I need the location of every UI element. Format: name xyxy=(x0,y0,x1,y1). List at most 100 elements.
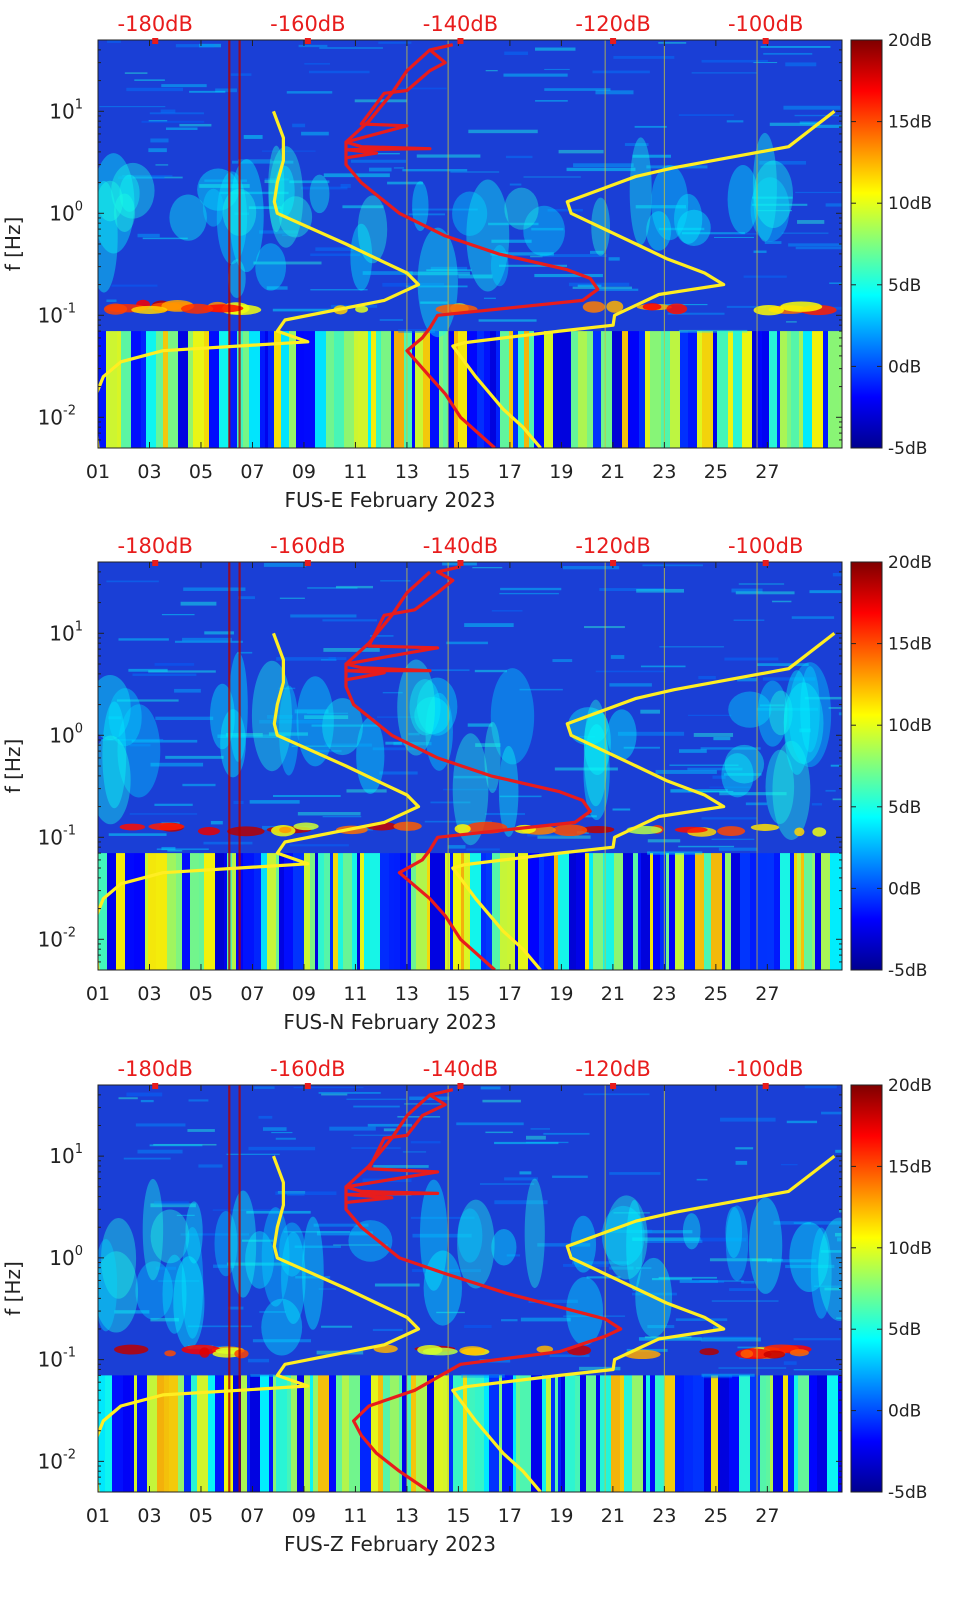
x-tick-label: 27 xyxy=(755,983,779,1005)
x-tick-label: 07 xyxy=(240,461,264,483)
top-tick-marker xyxy=(152,38,159,44)
top-db-tick-label: -120dB xyxy=(575,534,650,558)
y-tick-label: 100 xyxy=(49,1244,83,1270)
top-db-tick-label: -100dB xyxy=(728,534,803,558)
x-axis-label: FUS-E February 2023 xyxy=(285,488,496,512)
x-tick-label: 17 xyxy=(498,461,522,483)
red-psd-curve-3 xyxy=(344,570,592,970)
x-tick-label: 07 xyxy=(240,983,264,1005)
x-tick-label: 13 xyxy=(395,983,419,1005)
top-tick-marker xyxy=(457,560,464,566)
y-tick-label: 101 xyxy=(49,97,83,123)
x-axis-label: FUS-N February 2023 xyxy=(283,1010,496,1034)
x-tick-label: 25 xyxy=(704,1505,728,1527)
colorbar-tick-label: 0dB xyxy=(888,357,921,377)
colorbar-tick-label: 10dB xyxy=(888,716,932,736)
x-tick-label: 07 xyxy=(240,1505,264,1527)
top-db-tick-label: -160dB xyxy=(270,1057,345,1081)
x-tick-label: 09 xyxy=(292,1505,316,1527)
x-tick-label: 09 xyxy=(292,461,316,483)
y-tick-label: 10-1 xyxy=(38,301,76,327)
yellow-noise-model-curve-2 xyxy=(451,1154,836,1492)
x-tick-label: 01 xyxy=(86,983,110,1005)
y-tick-label: 101 xyxy=(49,1142,83,1168)
colorbar-tick-label: 10dB xyxy=(888,1239,932,1259)
colorbar-tick-label: 0dB xyxy=(888,1402,921,1422)
y-tick-label: 10-2 xyxy=(38,403,76,429)
x-tick-label: 11 xyxy=(343,461,367,483)
colorbar: -5dB 0dB 5dB 10dB 15dB 20dB xyxy=(850,31,932,459)
y-tick-label: 100 xyxy=(49,721,83,747)
x-tick-label: 19 xyxy=(549,983,573,1005)
colorbar: -5dB 0dB 5dB 10dB 15dB 20dB xyxy=(850,1076,932,1503)
x-tick-label: 03 xyxy=(137,461,161,483)
x-tick-label: 19 xyxy=(549,1505,573,1527)
top-db-tick-label: -140dB xyxy=(423,534,498,558)
x-tick-label: 05 xyxy=(189,983,213,1005)
x-tick-label: 27 xyxy=(755,1505,779,1527)
colorbar-tick-label: 15dB xyxy=(888,635,932,655)
colorbar-tick-label: -5dB xyxy=(888,1483,927,1503)
colorbar-tick-label: -5dB xyxy=(888,439,927,459)
x-tick-label: 21 xyxy=(601,461,625,483)
y-tick-label: 10-1 xyxy=(38,823,76,849)
colorbar-tick-label: 5dB xyxy=(888,798,921,818)
top-db-tick-label: -120dB xyxy=(575,1057,650,1081)
spectrogram-panel-3: 01 03 05 07 09 11 13 15 17 19 21 23 25 27 FUS-Z Februa… xyxy=(1,1057,932,1556)
colorbar-tick-label: 20dB xyxy=(888,1076,932,1096)
top-tick-marker xyxy=(457,38,464,44)
x-tick-label: 23 xyxy=(652,983,676,1005)
top-db-tick-label: -100dB xyxy=(728,1057,803,1081)
x-tick-label: 13 xyxy=(395,461,419,483)
colorbar-tick-label: 15dB xyxy=(888,113,932,133)
y-axis-label: f [Hz] xyxy=(1,1261,25,1316)
x-tick-label: 09 xyxy=(292,983,316,1005)
colorbar-tick-label: 15dB xyxy=(888,1157,932,1177)
x-tick-label: 23 xyxy=(652,461,676,483)
top-tick-marker xyxy=(304,1083,311,1089)
red-psd-curve-3 xyxy=(344,1093,623,1492)
x-tick-label: 17 xyxy=(498,1505,522,1527)
x-tick-label: 05 xyxy=(189,461,213,483)
colorbar-tick-label: -5dB xyxy=(888,961,927,981)
top-tick-marker xyxy=(762,560,769,566)
top-db-tick-label: -180dB xyxy=(118,1057,193,1081)
spectrogram-image xyxy=(98,1085,842,1492)
colorbar: -5dB 0dB 5dB 10dB 15dB 20dB xyxy=(850,553,932,981)
colorbar-tick-label: 5dB xyxy=(888,276,921,296)
red-psd-curve-4 xyxy=(344,43,454,160)
x-tick-label: 11 xyxy=(343,983,367,1005)
x-tick-label: 19 xyxy=(549,461,573,483)
top-tick-marker xyxy=(762,38,769,44)
y-tick-label: 100 xyxy=(49,199,83,225)
colorbar-tick-label: 5dB xyxy=(888,1320,921,1340)
x-tick-label: 03 xyxy=(137,1505,161,1527)
x-tick-label: 25 xyxy=(704,983,728,1005)
spectrogram-image xyxy=(98,40,842,448)
yellow-noise-model-curve-2 xyxy=(451,110,836,448)
y-tick-label: 101 xyxy=(49,619,83,645)
top-tick-marker xyxy=(152,1083,159,1089)
spectrogram-image xyxy=(98,562,842,970)
top-db-tick-label: -180dB xyxy=(118,534,193,558)
spectrogram-panel-1: 01 03 05 07 09 11 13 15 17 19 21 23 25 27 FUS-E Februa… xyxy=(1,12,932,512)
x-tick-label: 21 xyxy=(601,983,625,1005)
x-tick-label: 15 xyxy=(446,1505,470,1527)
yellow-noise-model-curve-1 xyxy=(98,632,421,970)
top-tick-marker xyxy=(457,1083,464,1089)
x-tick-label: 13 xyxy=(395,1505,419,1527)
yellow-noise-model-curve-1 xyxy=(98,1155,421,1492)
y-tick-label: 10-2 xyxy=(38,925,76,951)
red-psd-curve-4 xyxy=(344,565,461,682)
top-tick-marker xyxy=(304,560,311,566)
x-tick-label: 15 xyxy=(446,983,470,1005)
y-tick-label: 10-2 xyxy=(38,1447,76,1473)
top-tick-marker xyxy=(610,1083,617,1089)
colorbar-tick-label: 20dB xyxy=(888,31,932,51)
x-tick-label: 03 xyxy=(137,983,161,1005)
yellow-noise-model-curve-1 xyxy=(98,110,421,448)
x-tick-label: 17 xyxy=(498,983,522,1005)
x-tick-label: 25 xyxy=(704,461,728,483)
x-tick-label: 11 xyxy=(343,1505,367,1527)
